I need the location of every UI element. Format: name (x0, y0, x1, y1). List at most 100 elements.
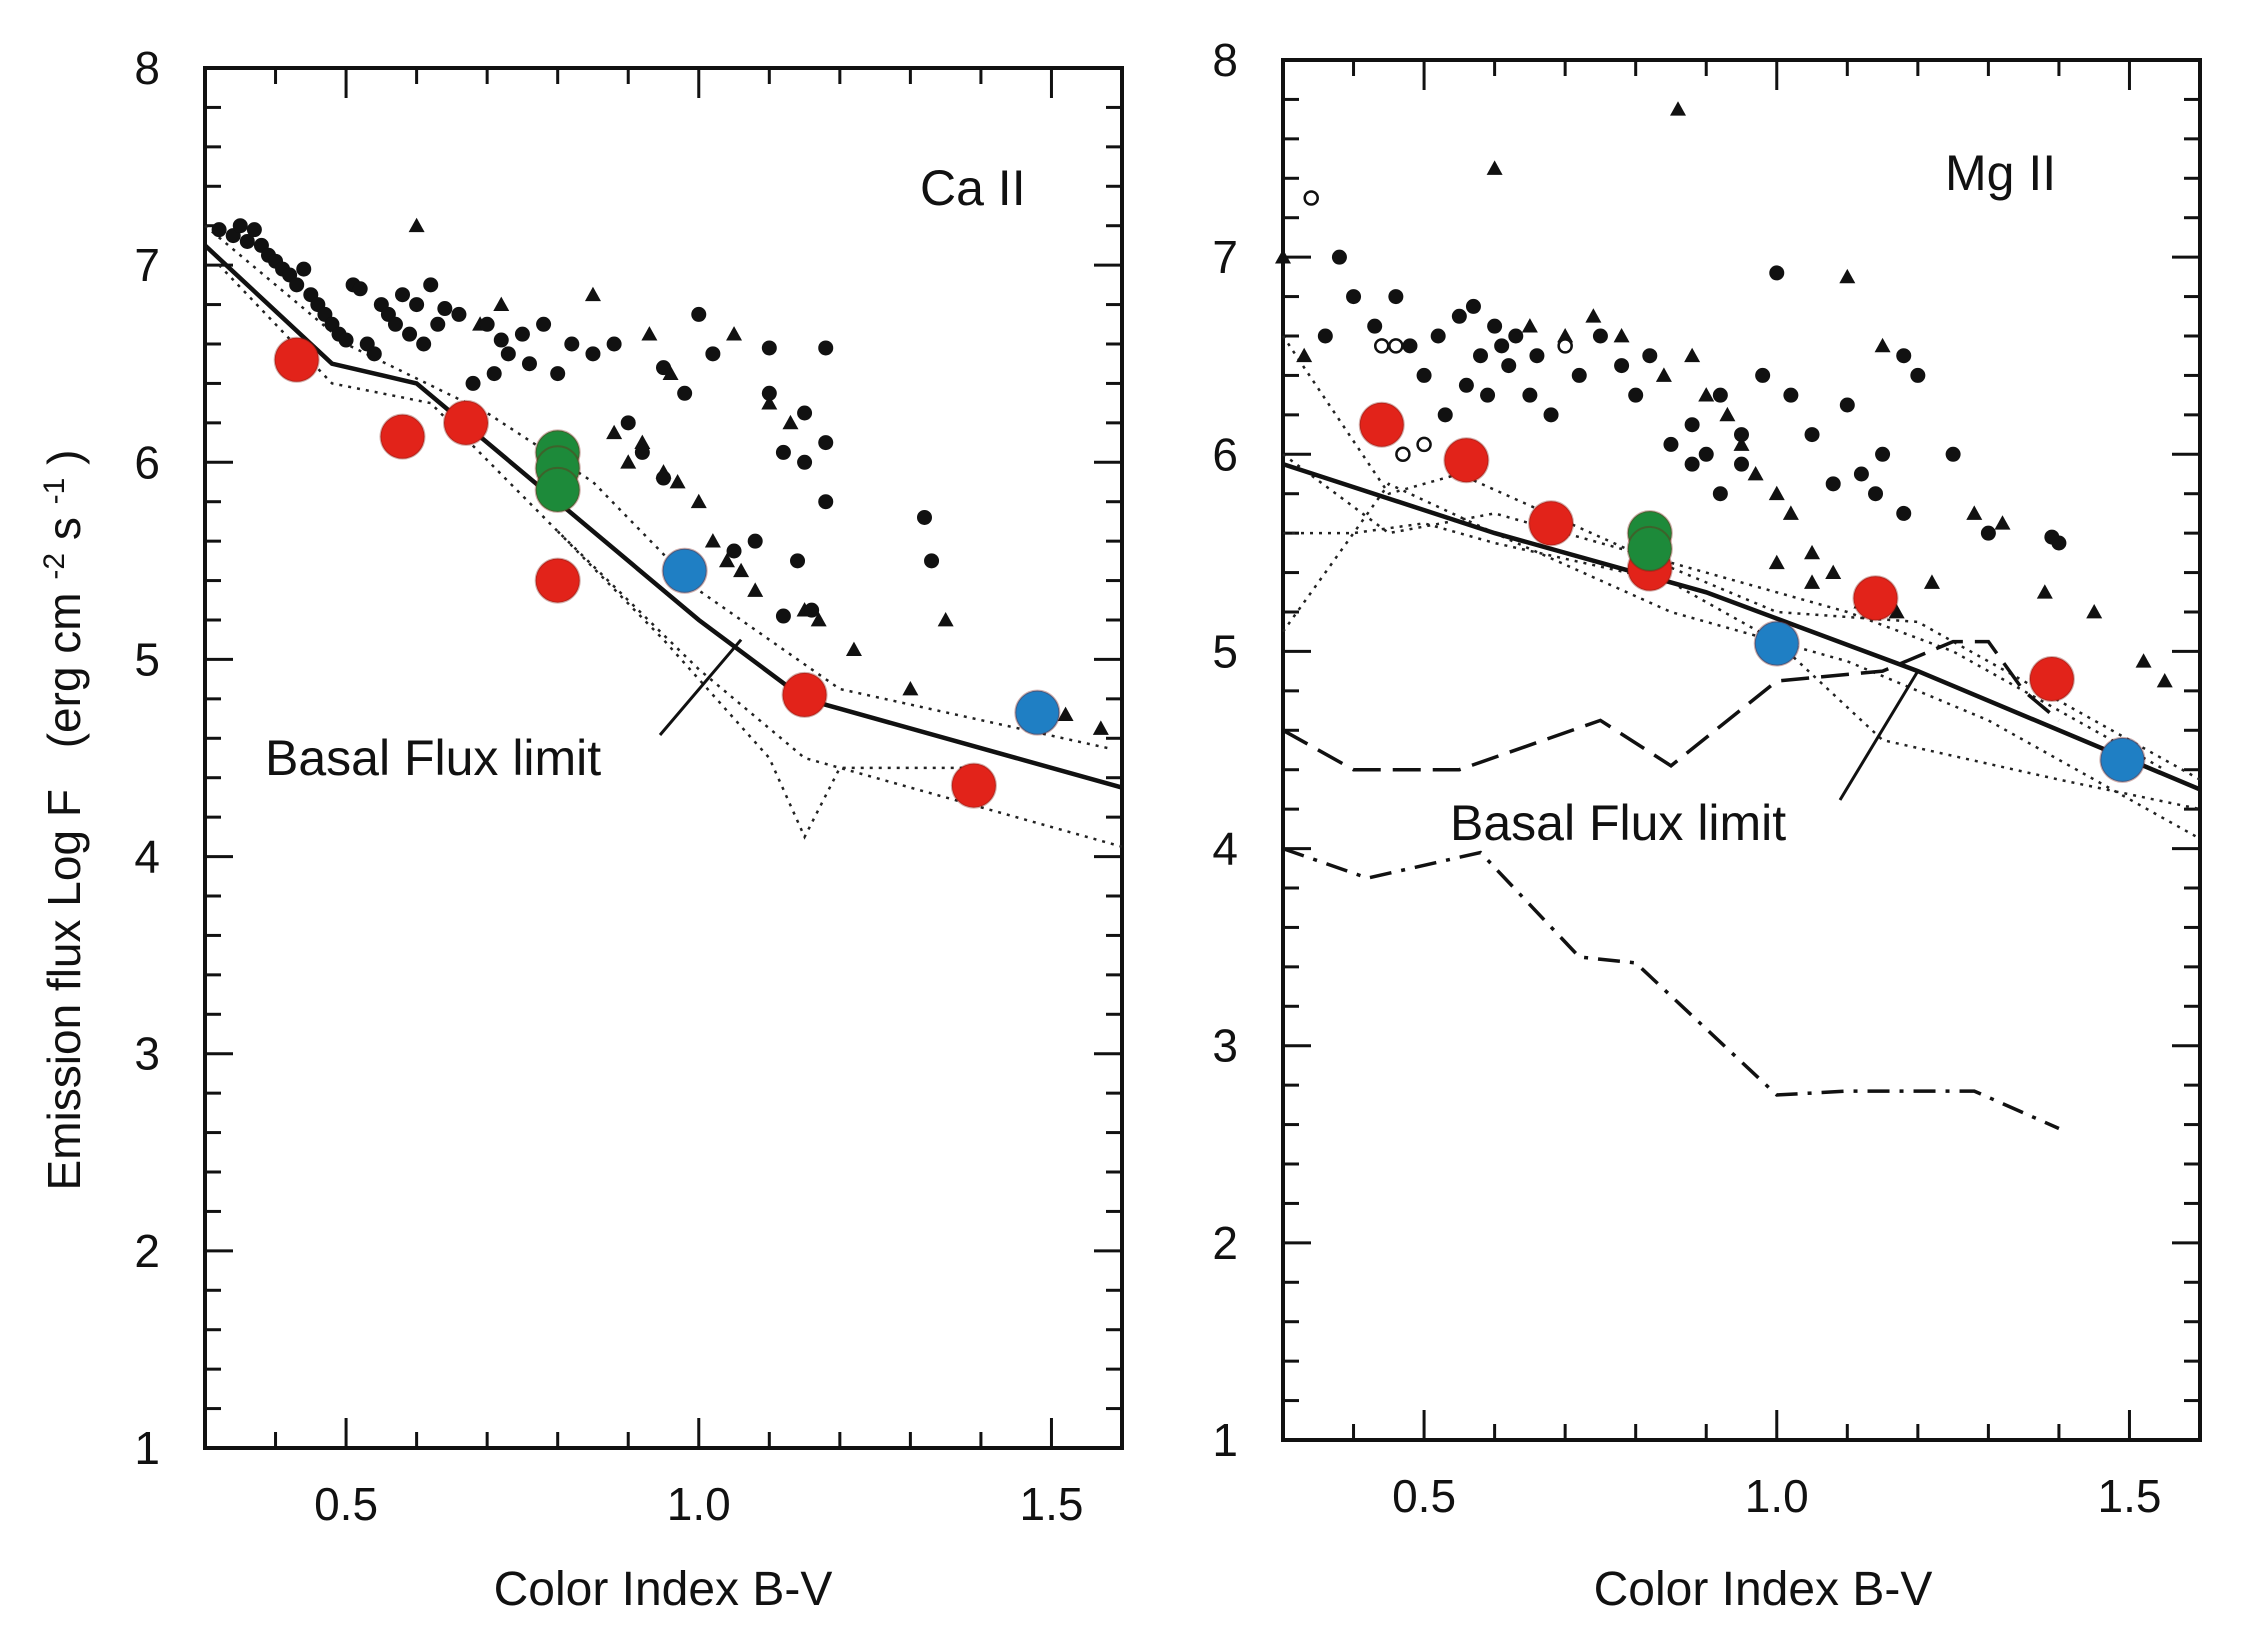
dot-point (402, 326, 418, 342)
dot-point (656, 470, 671, 486)
y-tick-label: 7 (1212, 231, 1238, 283)
triangle-point (1557, 328, 1574, 343)
highlight-point (781, 671, 828, 718)
dot-point (437, 301, 453, 317)
highlight-point (1753, 620, 1800, 667)
bounds-ca-ii (203, 224, 1123, 848)
triangle-point (902, 681, 919, 696)
dot-point (395, 287, 411, 303)
dotted-bound-line (1281, 482, 2201, 840)
dot-point (1896, 505, 1912, 521)
open-circle-point (1395, 446, 1411, 463)
dot-point (620, 415, 636, 431)
dot-point (1571, 367, 1587, 383)
y-axis-title: Emission flux Log F (erg cm -2 s -1 ) (22, 450, 90, 1191)
dot-point (634, 444, 650, 460)
y-tick-label: 4 (134, 831, 160, 883)
dot-point (239, 233, 255, 249)
triangle-point (1804, 574, 1821, 589)
y-tick-label: 8 (1212, 34, 1238, 86)
dotted-bound-line (1281, 335, 2201, 781)
dot-point (1592, 328, 1608, 344)
dot-point (818, 340, 834, 356)
triangle-point (1839, 268, 1856, 284)
dot-point (1896, 348, 1912, 364)
dot-point (1522, 387, 1538, 403)
dot-point (1684, 456, 1700, 472)
triangle-point (1923, 574, 1940, 589)
panel-ca-ii: 1 2 3 4 5 6 7 8 0.5 1.0 1.5 Ca II Basal Flux limi… (134, 42, 1124, 1616)
dot-point (1346, 289, 1362, 305)
basal-flux-label-ca-ii: Basal Flux limit (265, 730, 601, 786)
dot-point (677, 385, 693, 401)
highlight-point (1528, 500, 1575, 547)
triangle-point (690, 493, 707, 509)
dot-point (1853, 466, 1869, 482)
dot-point (1698, 446, 1714, 462)
y-tick-label: 5 (1212, 625, 1238, 677)
triangle-point (1670, 101, 1687, 116)
triangle-point (408, 217, 425, 233)
dot-point (1980, 525, 1996, 541)
dot-point (924, 553, 940, 569)
y-axis-title-main: Emission flux Log F (38, 789, 90, 1190)
dot-point (916, 509, 932, 525)
dotted-bound-line (218, 264, 1123, 848)
dot-point (726, 543, 742, 559)
dot-point (232, 218, 248, 234)
dot-point (430, 316, 446, 332)
dot-point (1755, 367, 1771, 383)
highlight-point (273, 336, 320, 383)
dot-point (585, 346, 601, 362)
triangle-point (810, 612, 827, 627)
basal-flux-leader-mg-ii (1838, 670, 1920, 801)
triangle-point (1804, 544, 1821, 560)
dot-point (797, 454, 813, 470)
dot-point (465, 375, 481, 391)
y-axis-title-mid: s (38, 517, 90, 540)
dot-point (1825, 476, 1841, 492)
triangle-point (641, 326, 658, 341)
highlight-point (1443, 437, 1490, 484)
dot-point (1804, 427, 1820, 443)
highlight-point (950, 762, 997, 809)
x-tick-label: 1.5 (1019, 1478, 1083, 1530)
triangle-point (1092, 720, 1109, 735)
dot-point (818, 494, 834, 510)
dot-point (1501, 358, 1517, 374)
triangle-point (620, 454, 637, 469)
triangle-point (1747, 466, 1764, 481)
highlight-point (2099, 736, 2146, 783)
dot-point (1642, 348, 1658, 364)
x-tick-labels-ca-ii: 0.5 1.0 1.5 (314, 1478, 1083, 1530)
y-tick-label: 4 (1212, 823, 1238, 875)
dashed-series-line (1282, 639, 2061, 772)
dot-point (1769, 265, 1785, 281)
dot-point (691, 306, 707, 322)
y-tick-label: 2 (134, 1225, 160, 1277)
dot-point (761, 385, 777, 401)
dot-point (387, 316, 403, 332)
dot-point (1367, 318, 1383, 334)
dot-point (352, 281, 368, 297)
triangle-point (1613, 328, 1630, 343)
dot-point (416, 336, 432, 352)
highlight-point (1358, 401, 1405, 448)
triangle-point (1768, 554, 1785, 570)
open-circles-mg-ii (1303, 190, 1573, 463)
dot-point (493, 332, 509, 348)
dot-point (1402, 338, 1418, 354)
triangle-point (1825, 564, 1842, 579)
highlights-ca-ii (273, 336, 1061, 809)
x-axis-title-mg-ii: Color Index B-V (1594, 1563, 1933, 1616)
dot-point (1839, 397, 1855, 413)
triangle-point (493, 296, 510, 311)
highlight-point (442, 399, 489, 446)
triangle-point (1684, 347, 1701, 363)
dot-point (1388, 289, 1404, 305)
dots-ca-ii (211, 218, 940, 624)
dot-point (409, 297, 425, 313)
dot-point (818, 435, 834, 451)
triangle-point (1719, 406, 1736, 422)
dot-point (705, 346, 721, 362)
